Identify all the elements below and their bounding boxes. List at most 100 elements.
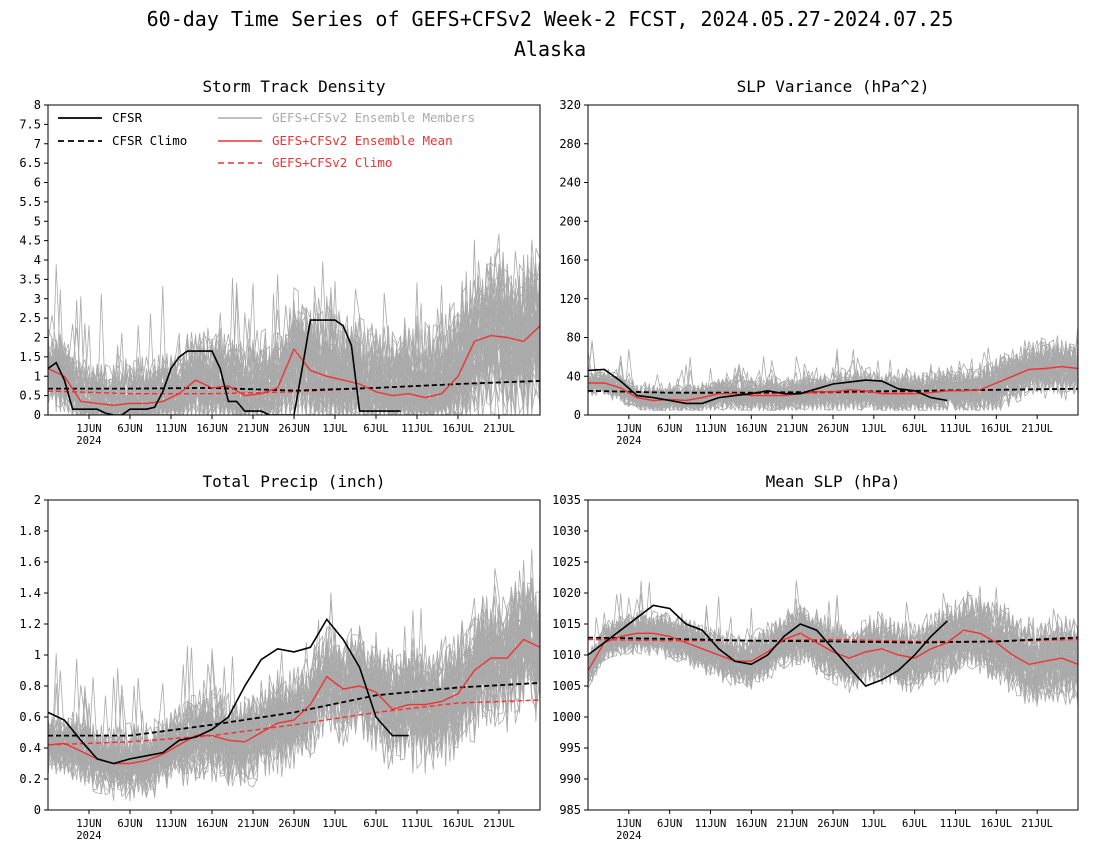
y-tick-label: 80 (567, 331, 581, 345)
ensemble-member-line (588, 585, 1078, 688)
ensemble-member-line (588, 356, 1078, 408)
x-tick-label: 21JUL (483, 818, 515, 830)
series-line-gefs-cfsv2-climo (48, 699, 540, 746)
ensemble-members (48, 549, 540, 802)
panel-1: SLP Variance (hPa^2) 0 40 80 120 160 200 240 280… (559, 77, 1079, 447)
y-tick-label: 0 (34, 803, 41, 817)
series-line-cfsr (48, 319, 401, 415)
x-tick-label: 11JUN (695, 423, 727, 435)
x-tick-label: 1JUN (76, 818, 101, 830)
y-tick-label: 280 (559, 137, 581, 151)
y-tick-label: 240 (559, 176, 581, 190)
y-tick-label: 3.5 (19, 272, 41, 286)
y-tick-label: 1.6 (19, 555, 41, 569)
x-tick-label: 21JUL (1021, 818, 1053, 830)
x-tick-label: 21JUN (776, 423, 808, 435)
y-tick-label: 1005 (552, 679, 581, 693)
series-line-cfsr-climo (48, 682, 540, 737)
ensemble-members (588, 580, 1078, 710)
x-tick-label: 1JUL (322, 818, 347, 830)
ensemble-member-line (48, 296, 540, 415)
x-tick-label: 11JUL (401, 423, 433, 435)
y-tick-label: 40 (567, 369, 581, 383)
series-line-cfsr-climo (588, 636, 1078, 644)
y-tick-label: 1015 (552, 617, 581, 631)
ensemble-member-line (588, 600, 1078, 698)
panel-title: Total Precip (inch) (202, 472, 385, 491)
y-tick-label: 990 (559, 772, 581, 786)
ensemble-member-line (48, 271, 540, 415)
x-tick-label: 26JUN (817, 818, 849, 830)
y-tick-label: 7 (34, 137, 41, 151)
series-line-cfsr-climo (48, 380, 540, 392)
y-tick-label: 6 (34, 176, 41, 190)
legend-label: GEFS+CFSv2 Ensemble Members (272, 110, 475, 125)
x-tick-label: 21JUN (237, 818, 269, 830)
panel-title: Storm Track Density (202, 77, 385, 96)
y-tick-label: 0.4 (19, 741, 41, 755)
y-tick-label: 1.5 (19, 350, 41, 364)
x-tick-label: 16JUL (981, 423, 1013, 435)
x-tick-label: 16JUN (736, 423, 768, 435)
x-tick-label: 1JUL (322, 423, 347, 435)
series-line-gefs-cfsv2-ensemble-mean (48, 638, 540, 765)
legend-label: GEFS+CFSv2 Climo (272, 155, 392, 170)
x-tick-label: 6JUL (363, 818, 388, 830)
ensemble-member-line (588, 605, 1078, 688)
ensemble-member-line (48, 262, 540, 415)
x-tick-label: 11JUN (155, 818, 187, 830)
x-tick-label: 16JUL (442, 423, 474, 435)
ensemble-member-line (48, 567, 540, 787)
x-tick-label: 26JUN (278, 818, 310, 830)
x-tick-label: 21JUN (237, 423, 269, 435)
y-tick-label: 8 (34, 98, 41, 112)
y-tick-label: 160 (559, 253, 581, 267)
y-tick-label: 0 (574, 408, 581, 422)
ensemble-member-line (588, 345, 1078, 412)
x-tick-label: 16JUL (981, 818, 1013, 830)
x-tick-label: 11JUL (940, 423, 972, 435)
y-tick-label: 0.8 (19, 679, 41, 693)
y-tick-label: 1 (34, 369, 41, 383)
x-tick-label: 16JUN (196, 818, 228, 830)
x-tick-label: 26JUN (278, 423, 310, 435)
y-tick-label: 0.5 (19, 389, 41, 403)
y-tick-label: 1000 (552, 710, 581, 724)
y-tick-label: 5 (34, 214, 41, 228)
x-tick-label: 6JUL (902, 423, 927, 435)
series-lines (48, 319, 540, 415)
y-tick-label: 1.8 (19, 524, 41, 538)
x-year-label: 2024 (616, 435, 641, 447)
y-tick-label: 6.5 (19, 156, 41, 170)
x-tick-label: 6JUN (117, 423, 142, 435)
legend-label: GEFS+CFSv2 Ensemble Mean (272, 133, 453, 148)
x-tick-label: 6JUN (657, 818, 682, 830)
series-line-cfsr (48, 618, 409, 765)
series-lines (48, 618, 540, 765)
x-tick-label: 26JUN (817, 423, 849, 435)
figure-title: 60-day Time Series of GEFS+CFSv2 Week-2 … (147, 7, 954, 31)
panel-2: Total Precip (inch) 0 0.2 0.4 0.6 0.8 1 1.2 1.4 1… (19, 472, 541, 842)
x-tick-label: 6JUL (363, 423, 388, 435)
x-tick-label: 1JUL (861, 423, 886, 435)
legend: CFSR CFSR Climo GEFS+CFSv2 Ensemble Member… (58, 110, 475, 170)
y-tick-label: 0 (34, 408, 41, 422)
x-tick-label: 21JUL (1021, 423, 1053, 435)
ensemble-member-line (48, 609, 540, 780)
x-tick-label: 11JUN (155, 423, 187, 435)
y-tick-label: 200 (559, 214, 581, 228)
panel-title: Mean SLP (hPa) (766, 472, 901, 491)
panel-3: Mean SLP (hPa) 985 990 995 1000 1005 1010 1015 1… (552, 472, 1079, 842)
ensemble-members (588, 325, 1078, 412)
x-tick-label: 1JUL (861, 818, 886, 830)
x-tick-label: 1JUN (616, 818, 641, 830)
ensemble-member-line (588, 346, 1078, 411)
series-lines (588, 365, 1078, 405)
series-line-gefs-cfsv2-ensemble-mean (48, 325, 540, 407)
legend-label: CFSR (112, 110, 143, 125)
x-tick-label: 16JUN (736, 818, 768, 830)
x-tick-label: 11JUL (940, 818, 972, 830)
panels-group: Storm Track Density 0 0.5 1 1.5 2 2.5 3 3.5 4 4.5 5… (19, 77, 1079, 842)
y-tick-label: 4 (34, 253, 41, 267)
